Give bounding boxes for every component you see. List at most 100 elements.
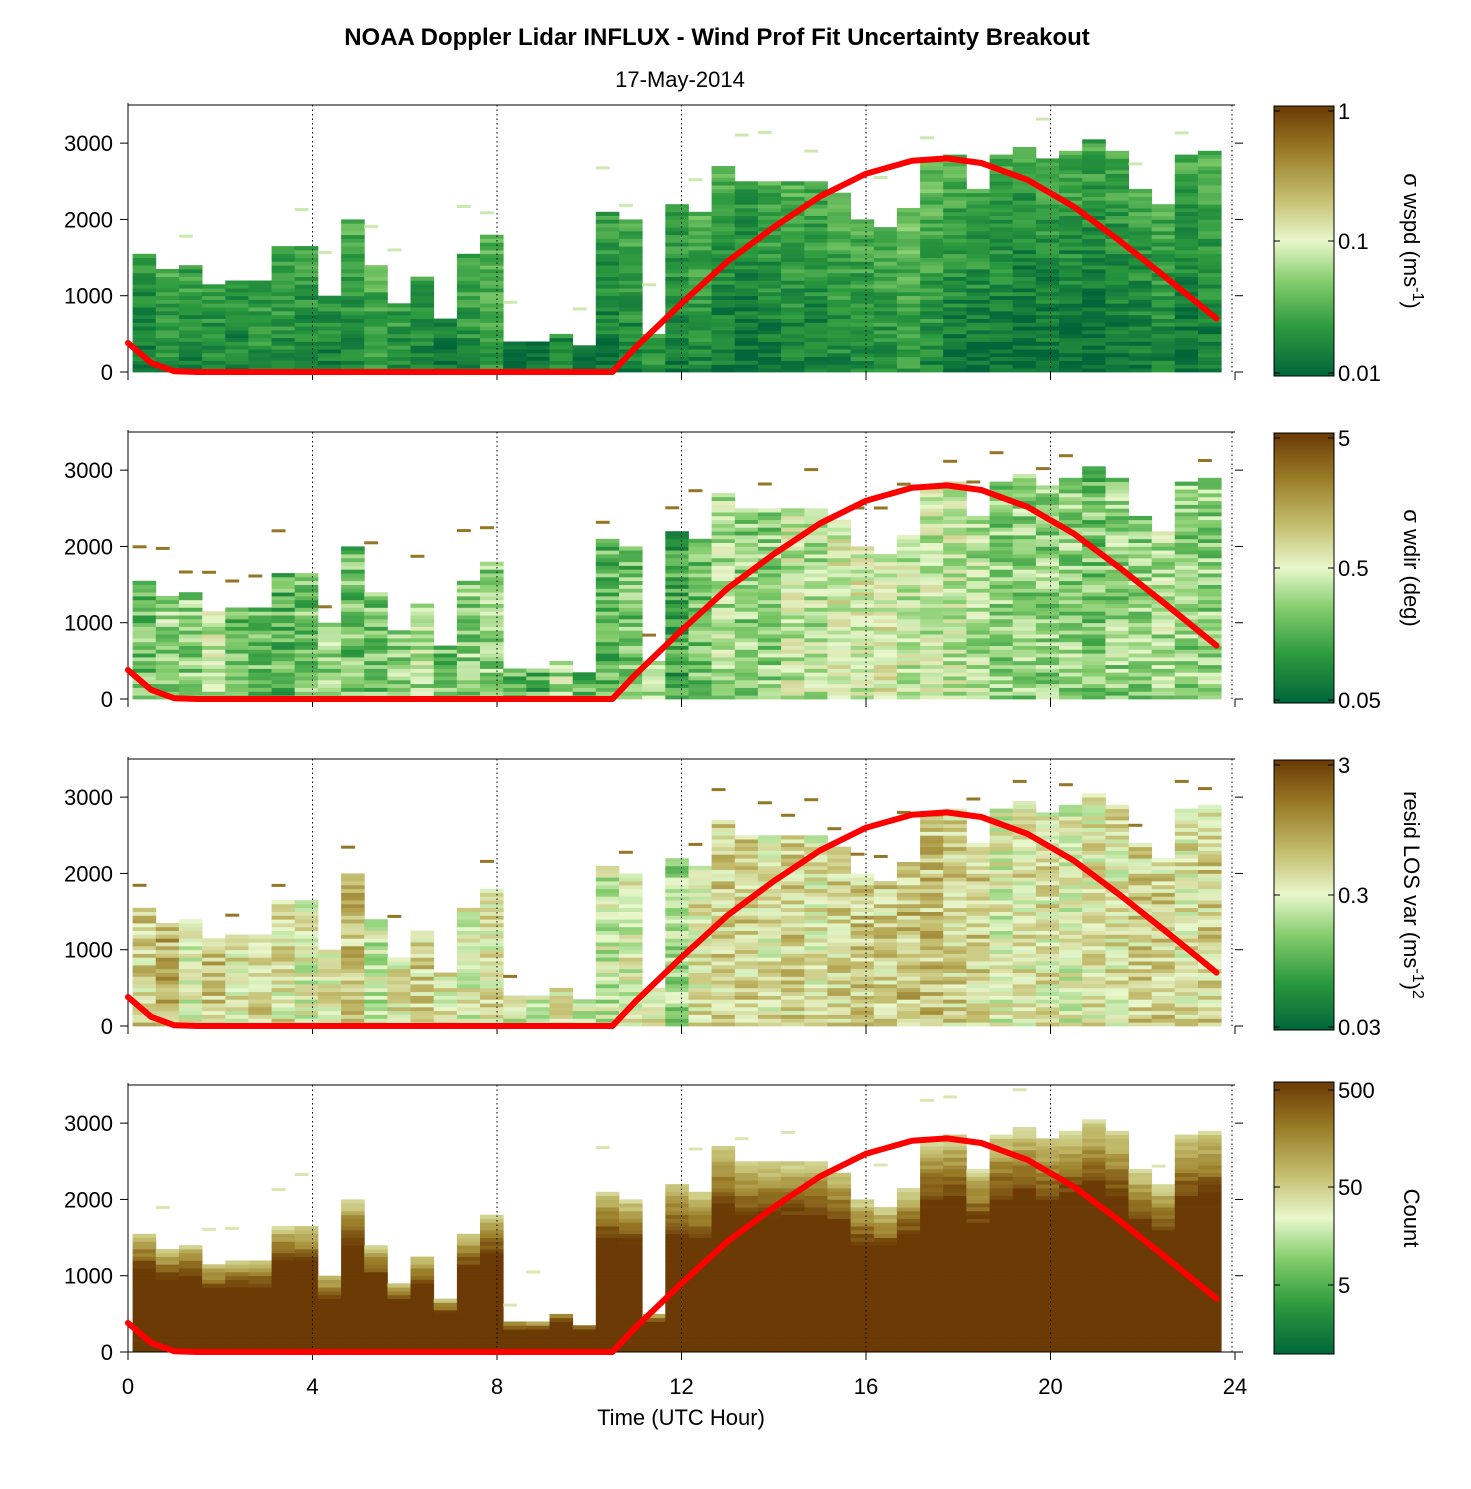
heatmap-cell xyxy=(1035,360,1060,365)
heatmap-cell xyxy=(827,965,851,970)
heatmap-cell xyxy=(1035,611,1060,616)
heatmap-cell xyxy=(665,288,689,293)
heatmap-cell xyxy=(248,284,272,289)
heatmap-cell xyxy=(1035,356,1060,361)
heatmap-cell xyxy=(757,265,782,270)
heatmap-cell xyxy=(827,691,851,696)
heatmap-cell xyxy=(1151,634,1176,639)
heatmap-cell xyxy=(665,506,680,510)
heatmap-cell xyxy=(711,1010,736,1015)
heatmap-cell xyxy=(1105,177,1129,182)
heatmap-cell xyxy=(1105,630,1129,635)
heatmap-cell xyxy=(665,546,689,551)
heatmap-cell xyxy=(132,1003,157,1008)
heatmap-cell xyxy=(341,668,365,673)
heatmap-cell xyxy=(271,529,286,533)
heatmap-cell xyxy=(1012,330,1037,335)
heatmap-cell xyxy=(1012,630,1037,635)
heatmap-cell xyxy=(480,257,504,262)
heatmap-cell xyxy=(248,622,272,627)
heatmap-cell xyxy=(827,368,851,373)
heatmap-cell xyxy=(920,276,944,281)
heatmap-cell xyxy=(155,961,180,966)
heatmap-cell xyxy=(896,911,921,916)
heatmap-cell xyxy=(619,360,643,365)
heatmap-cell xyxy=(480,896,504,901)
heatmap-cell xyxy=(1198,649,1222,654)
heatmap-cell xyxy=(734,1006,759,1012)
heatmap-cell xyxy=(178,234,193,238)
heatmap-cell xyxy=(503,672,527,677)
heatmap-cell xyxy=(711,368,736,373)
heatmap-cell xyxy=(1012,546,1037,551)
heatmap-cell xyxy=(1059,291,1083,297)
heatmap-cell xyxy=(943,881,967,886)
heatmap-cell xyxy=(341,618,365,624)
heatmap-cell xyxy=(989,565,1014,570)
heatmap-cell xyxy=(178,649,203,654)
heatmap-cell xyxy=(804,683,828,688)
heatmap-cell xyxy=(1105,512,1129,517)
heatmap-cell xyxy=(1151,660,1176,666)
heatmap-cell xyxy=(341,1010,365,1015)
heatmap-cell xyxy=(966,230,990,236)
heatmap-cell xyxy=(248,995,272,1000)
heatmap-cell xyxy=(225,934,249,939)
heatmap-cell xyxy=(1059,618,1083,624)
heatmap-cell xyxy=(665,626,689,631)
heatmap-cell xyxy=(1059,154,1083,159)
heatmap-cell xyxy=(688,923,713,928)
heatmap-cell xyxy=(734,253,759,258)
heatmap-cell xyxy=(642,679,666,685)
heatmap-cell xyxy=(804,953,828,958)
heatmap-cell xyxy=(271,649,296,654)
heatmap-cell xyxy=(341,238,365,243)
heatmap-cell xyxy=(1035,345,1060,350)
heatmap-cell xyxy=(433,352,458,358)
heatmap-cell xyxy=(1128,215,1153,220)
heatmap-cell xyxy=(619,565,643,570)
heatmap-cell xyxy=(804,968,828,973)
heatmap-cell xyxy=(178,618,203,624)
heatmap-cell xyxy=(688,953,713,958)
heatmap-cell xyxy=(920,253,944,258)
heatmap-cell xyxy=(873,322,898,327)
heatmap-cell xyxy=(132,660,157,666)
heatmap-cell xyxy=(317,972,342,977)
heatmap-cell xyxy=(757,223,782,228)
heatmap-cell xyxy=(1059,542,1083,547)
heatmap-cell xyxy=(665,949,689,954)
heatmap-cell xyxy=(734,683,759,688)
heatmap-cell xyxy=(294,945,319,951)
heatmap-cell xyxy=(1151,664,1176,669)
heatmap-cell xyxy=(595,869,620,874)
heatmap-cell xyxy=(341,687,365,692)
heatmap-cell xyxy=(341,653,365,658)
heatmap-cell xyxy=(781,276,805,281)
heatmap-cell xyxy=(1035,314,1060,319)
heatmap-cell xyxy=(1128,626,1153,631)
heatmap-cell xyxy=(364,664,388,669)
heatmap-cell xyxy=(757,527,782,532)
heatmap-cell xyxy=(619,333,643,339)
heatmap-cell xyxy=(1174,345,1199,350)
heatmap-cell xyxy=(781,303,805,308)
heatmap-cell xyxy=(827,991,851,996)
heatmap-cell xyxy=(850,630,875,635)
heatmap-cell xyxy=(665,968,689,973)
heatmap-cell xyxy=(896,1014,921,1019)
heatmap-cell xyxy=(781,219,805,224)
heatmap-cell xyxy=(665,862,689,867)
heatmap-cell xyxy=(595,554,620,559)
heatmap-cell xyxy=(410,930,435,935)
heatmap-cell xyxy=(387,248,402,252)
heatmap-cell xyxy=(317,356,342,361)
heatmap-cell xyxy=(850,242,875,247)
heatmap-cell xyxy=(225,649,249,654)
heatmap-cell xyxy=(1151,535,1176,540)
heatmap-cell xyxy=(1128,311,1153,316)
heatmap-cell xyxy=(225,364,249,369)
heatmap-cell xyxy=(549,668,574,673)
heatmap-cell xyxy=(271,957,296,962)
